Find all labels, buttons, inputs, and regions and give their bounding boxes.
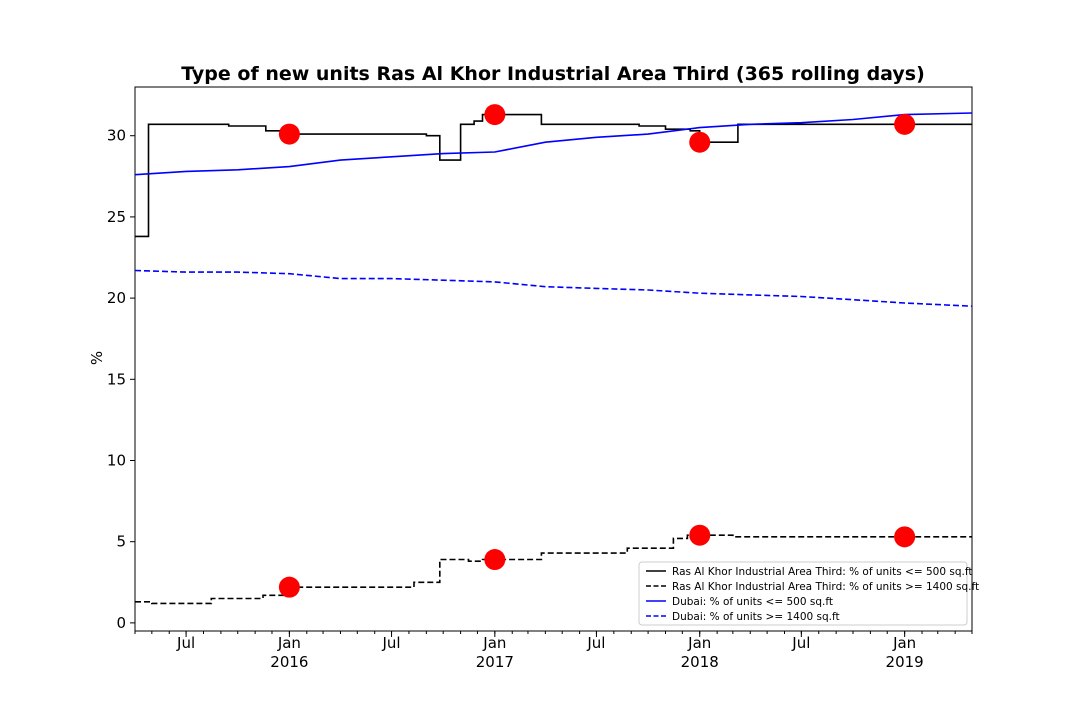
data-point-marker <box>689 524 711 546</box>
data-point-marker <box>894 113 916 135</box>
y-tick-label: 20 <box>107 289 126 307</box>
data-point-marker <box>894 526 916 548</box>
x-tick-year-label: 2018 <box>681 653 719 671</box>
series-line-2 <box>135 534 972 605</box>
y-tick-label: 25 <box>107 208 126 226</box>
plot-frame <box>134 86 973 632</box>
x-tick-label: Jul <box>586 634 605 652</box>
data-point-marker <box>689 131 711 153</box>
x-tick-label: Jan <box>892 634 916 652</box>
chart-title: Type of new units Ras Al Khor Industrial… <box>181 63 925 85</box>
series-line-1 <box>135 113 972 238</box>
data-point-marker <box>278 576 300 598</box>
x-tick-label: Jan <box>482 634 506 652</box>
x-tick-year-label: 2016 <box>270 653 308 671</box>
x-tick-label: Jul <box>791 634 810 652</box>
x-tick-label: Jul <box>381 634 400 652</box>
series-line-3 <box>134 112 973 176</box>
legend-label: Ras Al Khor Industrial Area Third: % of … <box>672 566 972 578</box>
y-tick-label: 30 <box>107 127 126 145</box>
y-axis-label: % <box>88 351 106 365</box>
y-tick-label: 5 <box>116 533 126 551</box>
x-tick-label: Jan <box>277 634 301 652</box>
x-tick-year-label: 2017 <box>476 653 514 671</box>
x-tick-label: Jan <box>687 634 711 652</box>
legend-box <box>638 561 968 626</box>
x-tick-label: Jul <box>176 634 195 652</box>
y-tick-label: 0 <box>116 614 126 632</box>
legend: Ras Al Khor Industrial Area Third: % of … <box>638 561 979 626</box>
legend-label: Dubai: % of units <= 500 sq.ft <box>672 596 833 608</box>
legend-label: Dubai: % of units >= 1400 sq.ft <box>672 611 840 623</box>
data-point-marker <box>484 104 506 126</box>
y-tick-label: 10 <box>107 451 126 469</box>
y-tick-label: 15 <box>107 370 126 388</box>
series-line-4 <box>134 269 973 307</box>
data-point-marker <box>278 123 300 145</box>
legend-label: Ras Al Khor Industrial Area Third: % of … <box>672 581 979 593</box>
data-point-marker <box>484 549 506 571</box>
x-tick-year-label: 2019 <box>886 653 924 671</box>
